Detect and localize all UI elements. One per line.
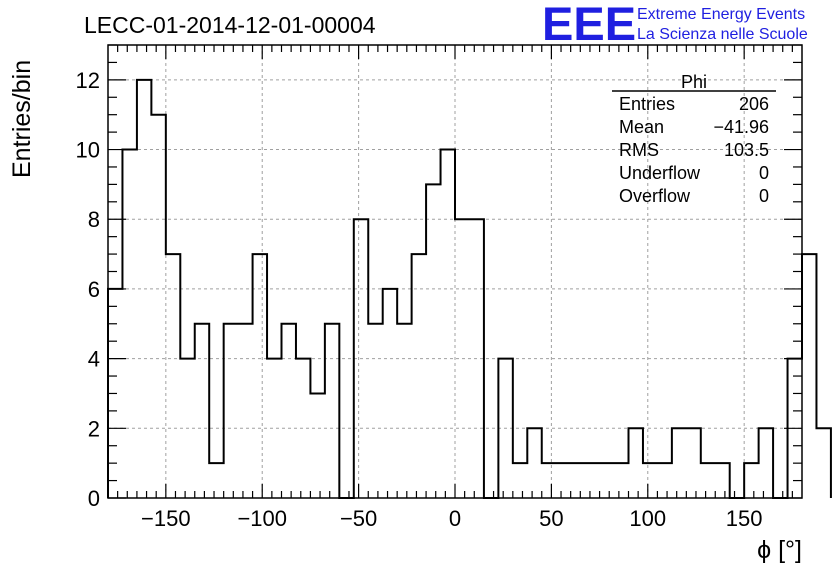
- y-axis-title: Entries/bin: [8, 60, 36, 178]
- stats-label: Mean: [619, 117, 664, 137]
- stats-label: Overflow: [619, 186, 691, 206]
- y-tick-labels: 0 2 4 6 8 10 12: [76, 68, 100, 511]
- histogram-bin: [310, 393, 324, 498]
- histogram-bin: [412, 254, 426, 498]
- y-tick-label: 2: [88, 416, 100, 441]
- chart-title: LECC-01-2014-12-01-00004: [84, 12, 376, 38]
- x-tick-label: 0: [449, 506, 461, 531]
- x-axis-title: ϕ [°]: [757, 536, 802, 564]
- histogram-bin: [325, 324, 339, 498]
- stats-value: 0: [759, 186, 769, 206]
- histogram-bin: [209, 463, 223, 498]
- eee-logo: EEE Extreme Energy Events La Scienza nel…: [542, 0, 808, 50]
- histogram-bin: [600, 463, 614, 498]
- histogram-bin: [816, 428, 830, 498]
- grid: [108, 45, 802, 498]
- histogram-bars: [107, 78, 832, 499]
- axis-ticks: [108, 44, 802, 499]
- stats-label: Entries: [619, 94, 675, 114]
- logo-line-2: La Scienza nelle Scuole: [637, 26, 808, 43]
- histogram-bin: [556, 463, 570, 498]
- stats-name: Phi: [681, 72, 707, 92]
- stats-box: Phi Entries 206 Mean −41.96 RMS 103.5 Underflo…: [612, 72, 776, 206]
- histogram-bin: [672, 428, 686, 498]
- logo-line-1: Extreme Energy Events: [637, 6, 805, 23]
- stats-value: 206: [739, 94, 769, 114]
- x-tick-label: 150: [726, 506, 763, 531]
- histogram-bin: [397, 324, 411, 498]
- histogram-bin: [224, 324, 238, 498]
- histogram-bin: [267, 359, 281, 498]
- histogram-bin: [585, 463, 599, 498]
- histogram-bin: [383, 289, 397, 498]
- histogram-bin: [122, 150, 136, 498]
- x-tick-label: 100: [629, 506, 666, 531]
- histogram-bin: [759, 428, 773, 498]
- stats-value: 103.5: [724, 140, 769, 160]
- x-tick-label: −100: [237, 506, 287, 531]
- histogram-bin: [715, 463, 729, 498]
- histogram-bin: [542, 463, 556, 498]
- y-tick-label: 0: [88, 486, 100, 511]
- y-tick-label: 4: [88, 347, 100, 372]
- histogram-bin: [368, 324, 382, 498]
- x-tick-label: −150: [141, 506, 191, 531]
- histogram-bin: [527, 428, 541, 498]
- histogram-bin: [744, 463, 758, 498]
- histogram-bin: [282, 324, 296, 498]
- y-tick-label: 12: [76, 68, 100, 93]
- histogram-bin: [614, 463, 628, 498]
- histogram-bin: [701, 463, 715, 498]
- histogram-bin: [802, 254, 816, 498]
- histogram-line: [107, 78, 832, 499]
- y-tick-label: 10: [76, 138, 100, 163]
- histogram-bin: [643, 463, 657, 498]
- histogram-bin: [166, 254, 180, 498]
- histogram-bin: [195, 324, 209, 498]
- histogram-bin: [657, 463, 671, 498]
- y-tick-label: 6: [88, 277, 100, 302]
- histogram-bin: [426, 184, 440, 498]
- x-tick-labels: −150 −100 −50 0 50 100 150: [141, 506, 762, 531]
- stats-label: RMS: [619, 140, 659, 160]
- y-tick-label: 8: [88, 207, 100, 232]
- stats-value: 0: [759, 163, 769, 183]
- histogram-bin: [253, 254, 267, 498]
- x-tick-label: 50: [539, 506, 563, 531]
- histogram-bin: [686, 428, 700, 498]
- histogram-bin: [571, 463, 585, 498]
- histogram-bin: [629, 428, 643, 498]
- histogram-bin: [513, 463, 527, 498]
- stats-label: Underflow: [619, 163, 701, 183]
- histogram-bin: [151, 115, 165, 498]
- histogram-bin: [441, 150, 455, 498]
- stats-value: −41.96: [713, 117, 769, 137]
- logo-text: EEE: [542, 0, 636, 50]
- x-tick-label: −50: [340, 506, 377, 531]
- histogram-bin: [238, 324, 252, 498]
- stats-rows: Entries 206 Mean −41.96 RMS 103.5 Underflow 0 Ov…: [619, 94, 769, 206]
